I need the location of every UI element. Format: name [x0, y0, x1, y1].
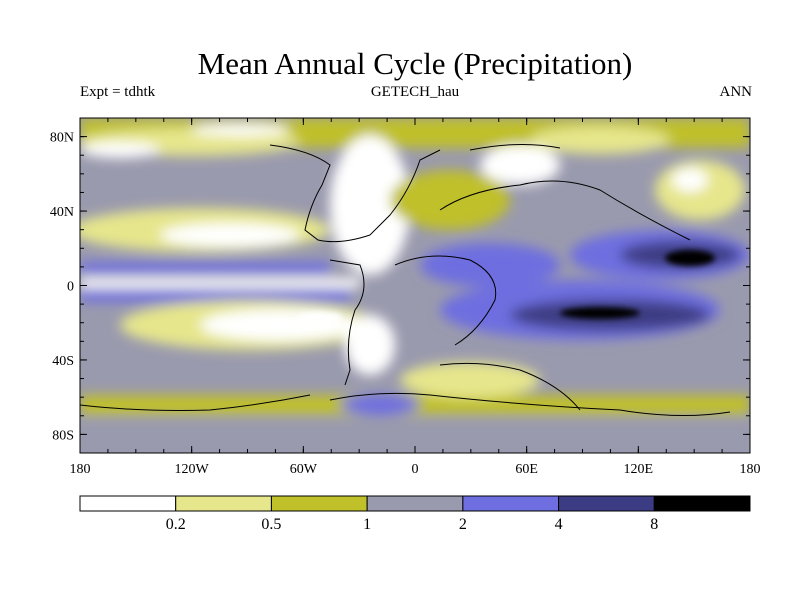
- lon-tick-label: 180: [740, 462, 761, 477]
- precip-field: [80, 118, 750, 453]
- lon-tick-label: 60W: [290, 462, 318, 477]
- colorbar-label: 2: [459, 516, 467, 533]
- colorbar-label: 0.5: [261, 516, 281, 533]
- colorbar-swatch: [558, 495, 655, 512]
- colorbar: 0.2 0.5 1 2 4 8: [79, 495, 751, 533]
- dataset-label: GETECH_hau: [370, 84, 460, 100]
- plot-title: Mean Annual Cycle (Precipitation): [197, 46, 633, 81]
- colorbar-swatch: [366, 495, 464, 512]
- colorbar-swatch: [270, 495, 368, 512]
- lon-tick-label: 120W: [175, 462, 210, 477]
- colorbar-swatch: [79, 495, 177, 512]
- colorbar-label: 0.2: [166, 516, 186, 533]
- lon-tick-label: 60E: [515, 462, 538, 477]
- lon-tick-label: 180: [70, 462, 91, 477]
- colorbar-swatch: [175, 495, 272, 512]
- season-label: ANN: [719, 84, 753, 100]
- colorbar-label: 4: [555, 516, 563, 533]
- lat-tick-label: 40N: [50, 205, 74, 220]
- colorbar-label: 1: [363, 516, 371, 533]
- colorbar-swatch: [653, 495, 751, 512]
- lat-tick-label: 40S: [52, 354, 74, 369]
- lon-tick-label: 120E: [624, 462, 654, 477]
- experiment-label: Expt = tdhtk: [80, 84, 156, 100]
- lon-tick-label: 0: [412, 462, 419, 477]
- longitude-axis: 180 120W 60W 0 60E 120E 180: [70, 118, 761, 477]
- colorbar-swatch: [462, 495, 560, 512]
- colorbar-label: 8: [650, 516, 658, 533]
- lat-tick-label: 80S: [52, 428, 74, 443]
- lat-tick-label: 0: [67, 280, 74, 295]
- latitude-axis: 80N 40N 0 40S 80S: [50, 117, 750, 454]
- lat-tick-label: 80N: [50, 131, 74, 146]
- coastlines: [80, 143, 731, 417]
